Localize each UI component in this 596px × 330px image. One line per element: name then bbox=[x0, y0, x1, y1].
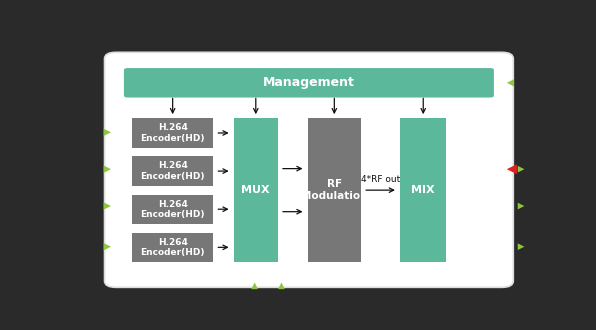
Text: RF
Modulation: RF Modulation bbox=[301, 179, 368, 201]
Text: MIX: MIX bbox=[411, 185, 435, 195]
FancyBboxPatch shape bbox=[124, 68, 494, 98]
Bar bbox=[308, 118, 361, 262]
Text: Management: Management bbox=[263, 76, 355, 89]
Text: H.264
Encoder(HD): H.264 Encoder(HD) bbox=[141, 200, 205, 219]
Bar bbox=[234, 118, 278, 262]
Bar bbox=[400, 118, 446, 262]
Bar bbox=[132, 233, 213, 262]
Text: H.264
Encoder(HD): H.264 Encoder(HD) bbox=[141, 123, 205, 143]
Text: 4*RF out: 4*RF out bbox=[361, 175, 400, 184]
Text: H.264
Encoder(HD): H.264 Encoder(HD) bbox=[141, 161, 205, 181]
Bar bbox=[132, 118, 213, 148]
FancyBboxPatch shape bbox=[104, 52, 513, 287]
Bar bbox=[132, 195, 213, 224]
Text: H.264
Encoder(HD): H.264 Encoder(HD) bbox=[141, 238, 205, 257]
Bar bbox=[132, 156, 213, 186]
Text: MUX: MUX bbox=[241, 185, 270, 195]
